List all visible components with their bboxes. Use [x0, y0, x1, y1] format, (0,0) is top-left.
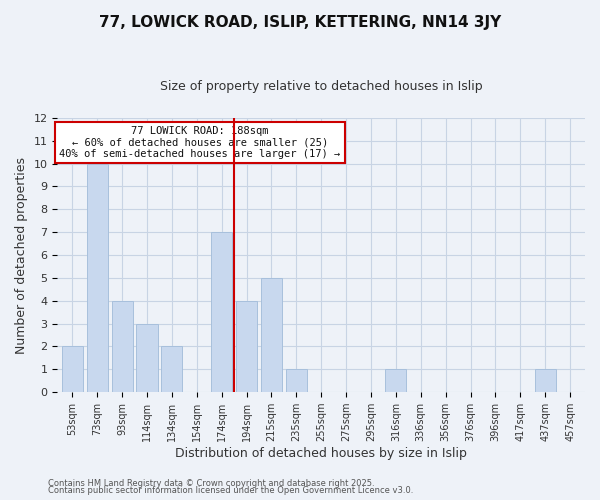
Bar [136, 324, 158, 392]
Bar [261, 278, 282, 392]
X-axis label: Distribution of detached houses by size in Islip: Distribution of detached houses by size … [175, 447, 467, 460]
Title: Size of property relative to detached houses in Islip: Size of property relative to detached ho… [160, 80, 482, 93]
Text: 77, LOWICK ROAD, ISLIP, KETTERING, NN14 3JY: 77, LOWICK ROAD, ISLIP, KETTERING, NN14 … [99, 15, 501, 30]
Bar [535, 370, 556, 392]
Bar [161, 346, 182, 392]
Bar [211, 232, 232, 392]
Bar [286, 370, 307, 392]
Y-axis label: Number of detached properties: Number of detached properties [15, 156, 28, 354]
Bar [385, 370, 406, 392]
Text: Contains HM Land Registry data © Crown copyright and database right 2025.: Contains HM Land Registry data © Crown c… [48, 478, 374, 488]
Bar [236, 300, 257, 392]
Bar [112, 300, 133, 392]
Bar [86, 164, 108, 392]
Text: 77 LOWICK ROAD: 188sqm
← 60% of detached houses are smaller (25)
40% of semi-det: 77 LOWICK ROAD: 188sqm ← 60% of detached… [59, 126, 340, 159]
Text: Contains public sector information licensed under the Open Government Licence v3: Contains public sector information licen… [48, 486, 413, 495]
Bar [62, 346, 83, 392]
